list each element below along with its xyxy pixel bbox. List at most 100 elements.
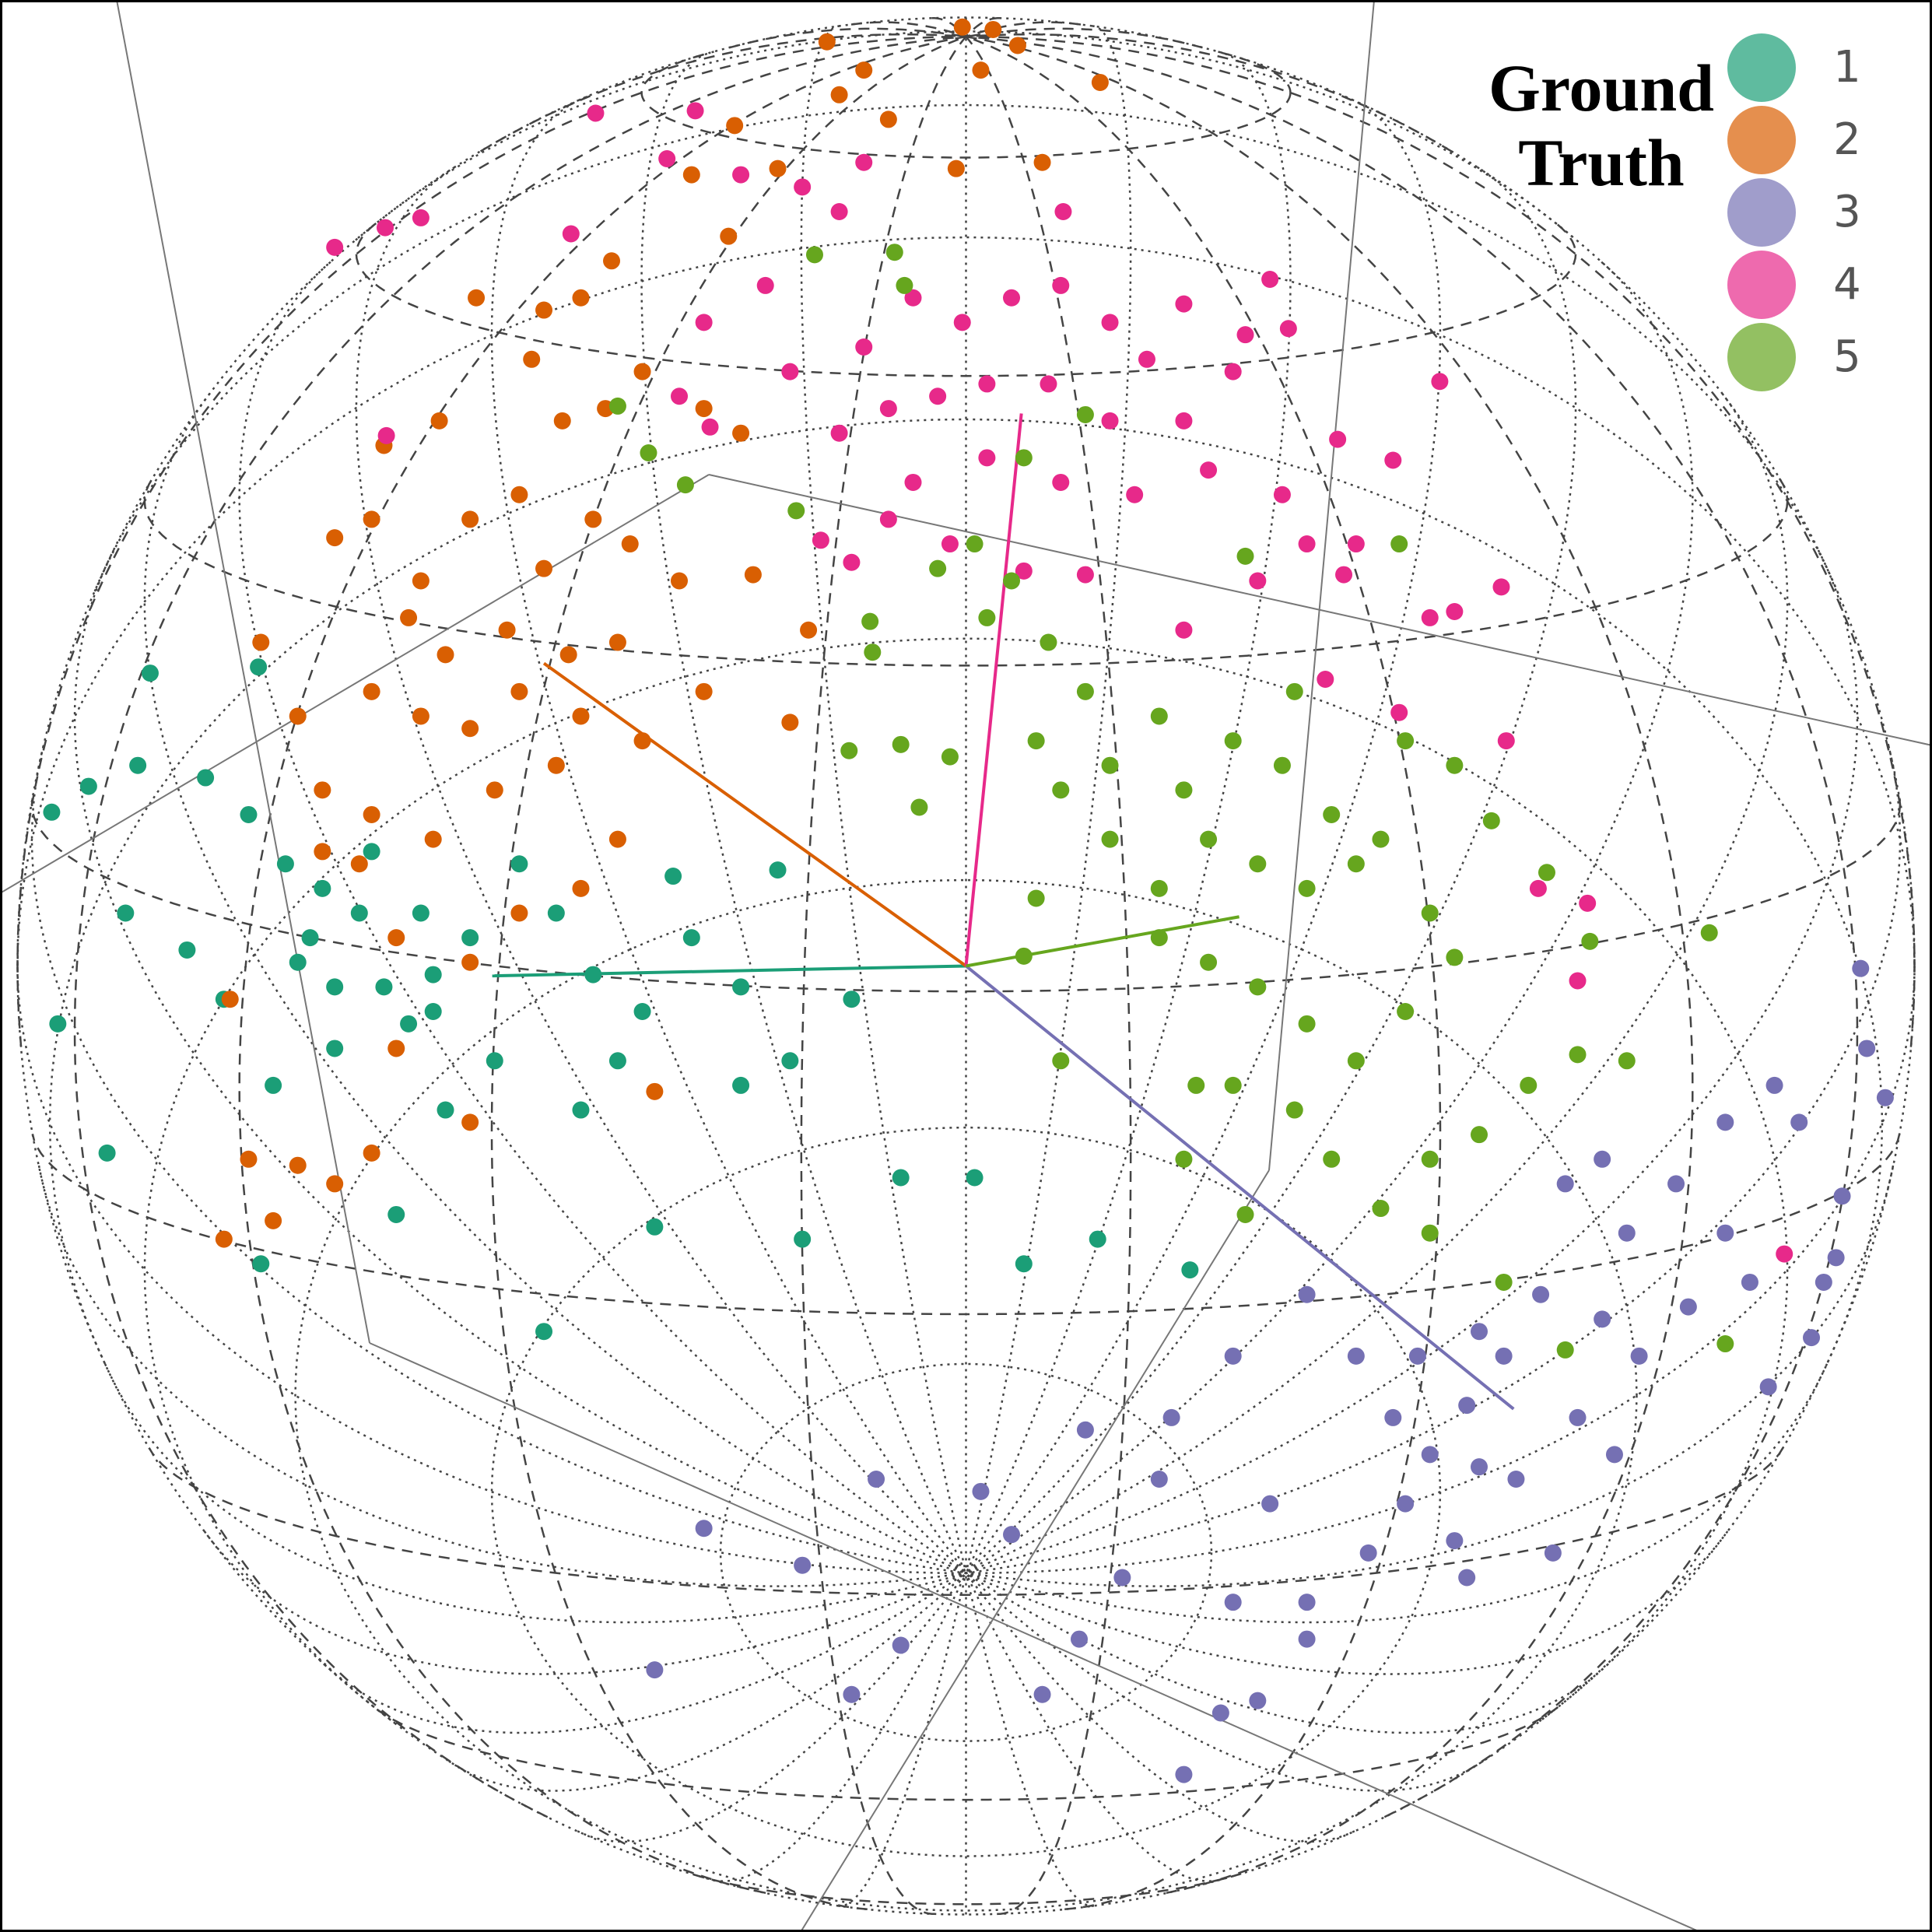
point [843,991,861,1008]
point [250,658,268,676]
grid-line [965,51,1292,1574]
point [671,572,689,590]
point [800,621,818,639]
point [1150,929,1168,947]
point [461,929,479,947]
point [1347,535,1365,553]
point [252,1255,270,1273]
point [289,953,307,971]
point [553,412,571,430]
centroid-line [492,964,966,978]
point [830,203,848,221]
point [289,1156,307,1174]
point [1015,1255,1033,1273]
legend: 1 2 3 4 5 [1727,33,1861,391]
point [350,855,368,873]
grid-line [965,392,1789,1575]
point [1150,879,1168,897]
point [1298,1015,1316,1033]
point [587,104,605,122]
point [1224,1347,1242,1365]
point [646,1082,664,1100]
point [682,166,700,184]
point [830,424,848,442]
grid-line [373,1706,1559,1801]
point [498,621,516,639]
point [1495,1273,1513,1291]
point [584,966,602,984]
point [572,707,590,725]
grid-line [965,36,1132,1915]
point [1495,1347,1513,1365]
point [658,150,676,168]
point [1249,855,1267,873]
point [855,338,873,356]
point [756,276,774,294]
point [363,843,380,861]
point [910,798,928,816]
point [1329,430,1347,448]
point [892,1636,910,1654]
point [1175,1765,1193,1783]
point [1298,1285,1316,1303]
point [584,510,602,528]
point [929,387,947,405]
point [1492,578,1510,596]
point [1679,1298,1697,1316]
point [412,707,430,725]
point [941,748,959,766]
point [720,227,738,245]
point [1249,1692,1267,1709]
point [1605,1446,1623,1464]
point [363,805,380,823]
grid-line [640,51,1292,159]
point [864,643,882,661]
point [941,535,959,553]
point [430,412,448,430]
point [701,418,719,436]
legend-label: 3 [1833,187,1861,237]
point [1175,295,1193,313]
point [461,1113,479,1131]
point [1408,1347,1426,1365]
point [1101,756,1119,774]
point [1852,959,1870,977]
point [1015,947,1033,965]
point [1200,830,1218,848]
point [387,929,405,947]
point [412,209,430,226]
axis-edge [708,474,1930,746]
point [1446,756,1464,774]
point [1390,703,1408,721]
point [1397,732,1415,750]
point [812,531,829,549]
point [1101,412,1119,430]
grid-line [31,1133,1901,1316]
axis-edge [1268,2,1375,1171]
point [1298,535,1316,553]
point [1790,1113,1808,1131]
grid-line [965,1573,1225,1882]
point [633,1003,651,1021]
point [1759,1378,1777,1396]
point [794,1556,812,1574]
point [953,314,971,331]
point [1776,1245,1793,1263]
point [326,978,344,996]
point [966,1169,984,1187]
point [1497,732,1515,750]
point [572,879,590,897]
grid-line [30,745,966,1575]
point [1040,375,1057,393]
point [1003,1526,1021,1544]
point [972,1482,990,1500]
point [682,929,700,947]
point [1618,1224,1636,1242]
point [535,559,553,577]
point [350,904,368,922]
point [387,1205,405,1223]
point [1101,830,1119,848]
grid-line [16,35,966,1047]
